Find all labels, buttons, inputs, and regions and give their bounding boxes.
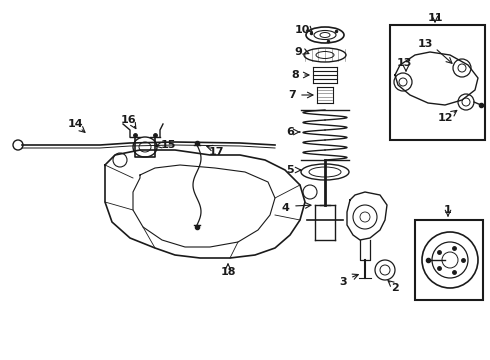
Text: 2: 2 <box>391 283 399 293</box>
Text: 7: 7 <box>288 90 296 100</box>
Text: 1: 1 <box>444 205 452 215</box>
Text: 17: 17 <box>208 147 224 157</box>
Text: 13: 13 <box>417 39 433 49</box>
Text: 5: 5 <box>286 165 294 175</box>
Text: 16: 16 <box>120 115 136 125</box>
Text: 3: 3 <box>339 277 347 287</box>
Text: 9: 9 <box>294 47 302 57</box>
Text: 4: 4 <box>281 203 289 213</box>
Text: 6: 6 <box>286 127 294 137</box>
Text: 10: 10 <box>294 25 310 35</box>
Text: 14: 14 <box>67 119 83 129</box>
Text: 12: 12 <box>437 113 453 123</box>
Text: 8: 8 <box>291 70 299 80</box>
Text: 18: 18 <box>220 267 236 277</box>
Text: 13: 13 <box>396 58 412 68</box>
Bar <box>415 220 483 300</box>
Bar <box>390 25 485 140</box>
Text: 15: 15 <box>160 140 176 150</box>
Text: 11: 11 <box>427 13 443 23</box>
